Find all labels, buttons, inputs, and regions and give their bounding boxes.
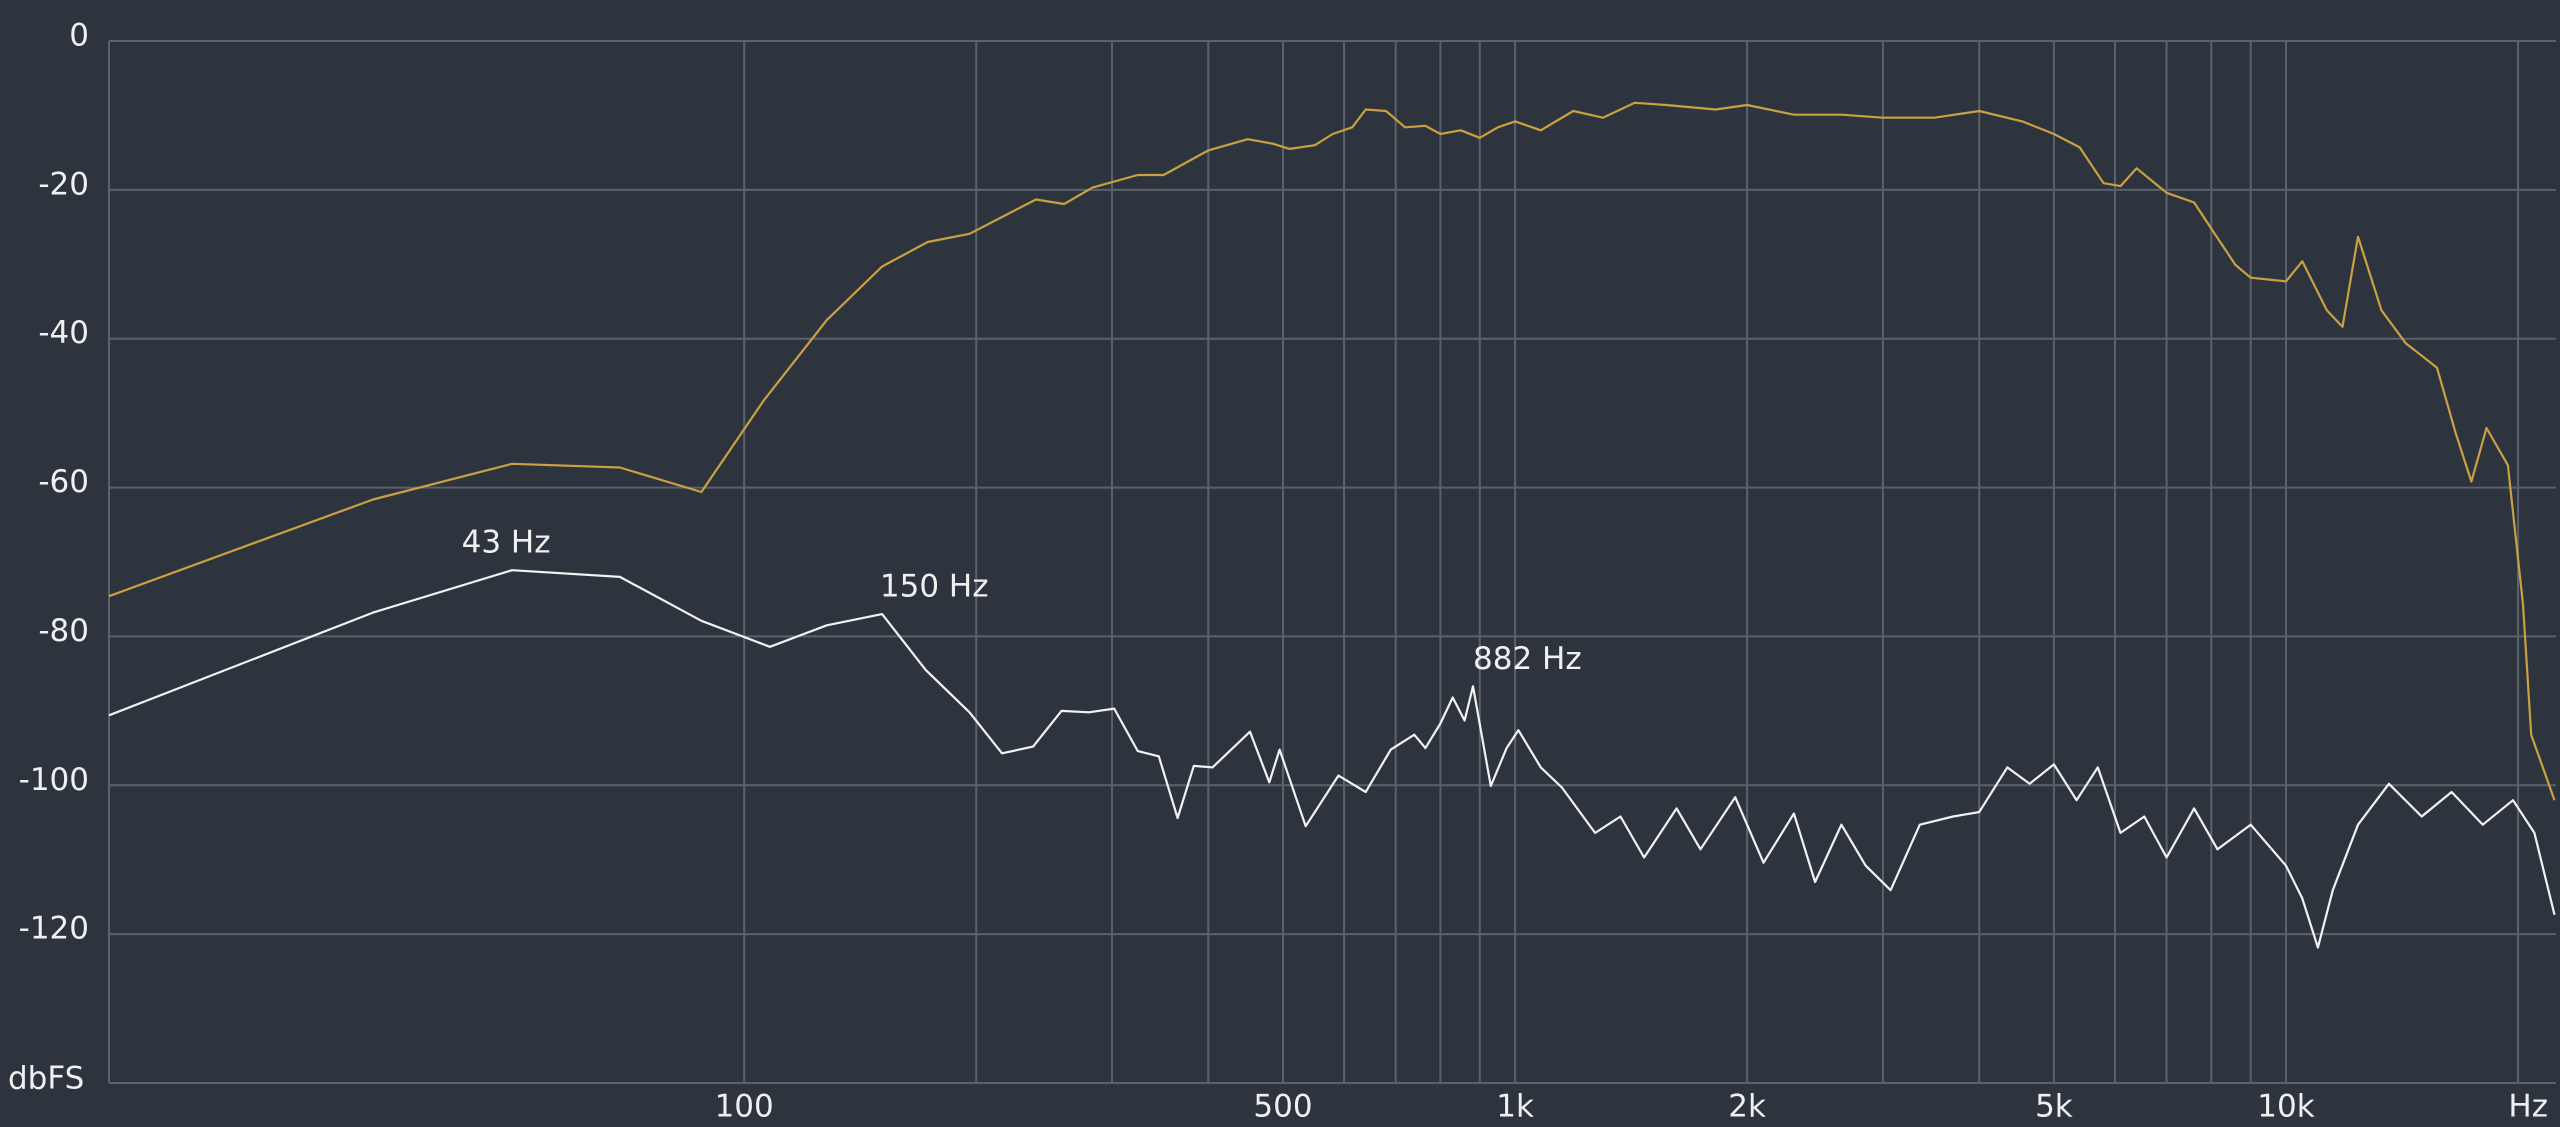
- y-tick-label: -20: [38, 166, 89, 202]
- x-tick-label: 100: [715, 1089, 774, 1125]
- x-axis-label: Hz: [2508, 1089, 2548, 1125]
- y-tick-label: -100: [19, 762, 89, 798]
- x-tick-label: 5k: [2035, 1089, 2073, 1125]
- peak-annotation: 882 Hz: [1473, 641, 1582, 677]
- peak-annotation: 43 Hz: [462, 525, 551, 561]
- peak-annotation: 150 Hz: [880, 569, 989, 605]
- series-line: [108, 101, 2556, 801]
- y-tick-label: -40: [38, 315, 89, 351]
- x-tick-label: 1k: [1496, 1089, 1534, 1125]
- x-tick-label: 500: [1253, 1089, 1312, 1125]
- y-tick-label: -60: [38, 464, 89, 500]
- series-line: [108, 569, 2556, 949]
- y-tick-label: -80: [38, 613, 89, 649]
- y-axis-label: dbFS: [8, 1061, 84, 1097]
- y-tick-label: 0: [69, 18, 89, 54]
- y-tick-label: -120: [19, 911, 89, 947]
- x-tick-label: 2k: [1728, 1089, 1766, 1125]
- x-tick-label: 10k: [2257, 1089, 2314, 1125]
